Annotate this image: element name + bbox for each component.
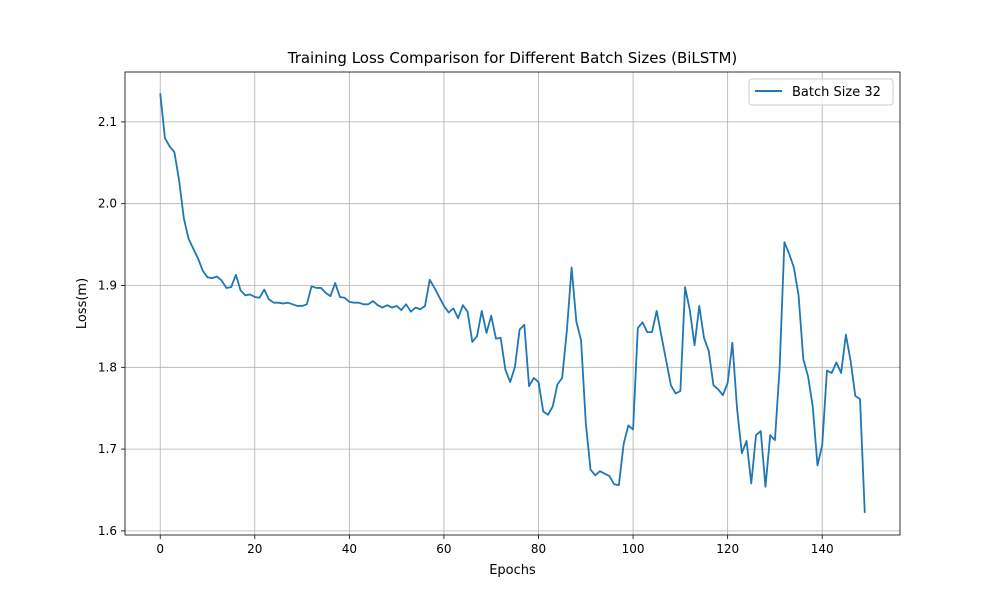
y-tick-label: 1.7 [98,442,117,456]
legend-entry-label: Batch Size 32 [792,85,881,100]
x-tick-label: 120 [716,542,739,556]
y-axis-label: Loss(m) [75,278,90,329]
y-tick-label: 1.6 [98,524,117,538]
x-axis-label: Epochs [489,563,536,578]
y-tick-label: 2.1 [98,115,117,129]
x-tick-label: 0 [156,542,164,556]
x-axis-ticks: 0 20 40 60 80 100 120 140 [156,535,834,556]
x-tick-label: 40 [342,542,357,556]
legend: Batch Size 32 [748,78,894,106]
series-layer [159,93,866,513]
x-tick-label: 100 [622,542,645,556]
y-tick-label: 1.8 [98,360,117,374]
y-tick-label: 2.0 [98,197,117,211]
x-tick-label: 60 [436,542,451,556]
x-tick-label: 20 [247,542,262,556]
x-tick-label: 140 [811,542,834,556]
legend-box [748,78,894,106]
chart-title: Training Loss Comparison for Different B… [287,49,738,67]
x-tick-label: 80 [531,542,546,556]
series-line [159,93,866,513]
grid-lines [125,72,900,535]
y-axis-ticks: 1.6 1.7 1.8 1.9 2.0 2.1 [98,115,125,538]
plot-frame [124,71,901,536]
y-tick-label: 1.9 [98,279,117,293]
